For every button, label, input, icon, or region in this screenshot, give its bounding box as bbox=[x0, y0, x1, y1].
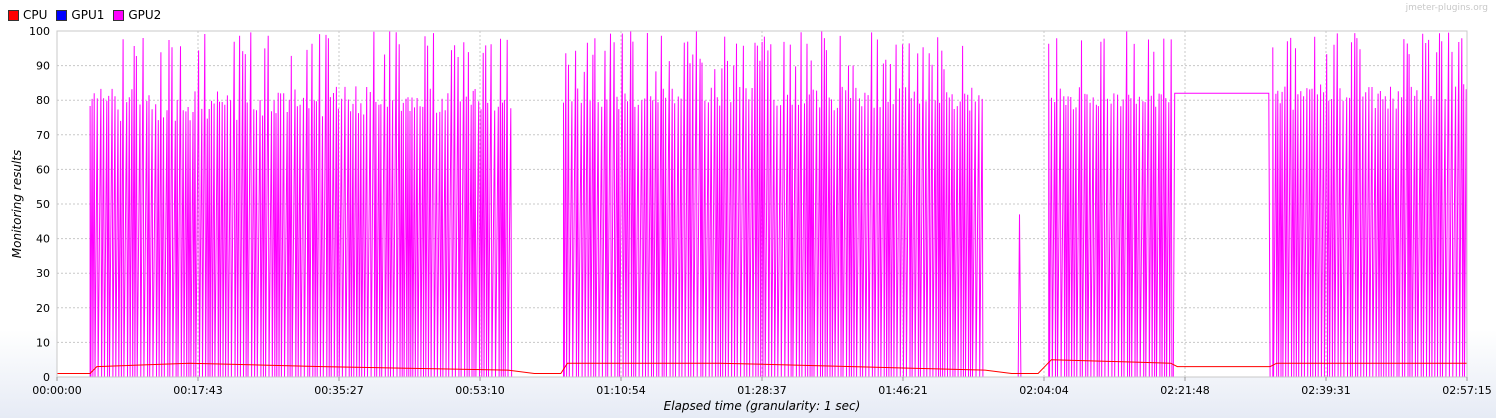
legend-item: CPU bbox=[8, 8, 47, 22]
y-tick-label: 10 bbox=[36, 336, 50, 349]
series-line bbox=[57, 359, 1467, 374]
legend: CPU GPU1 GPU2 bbox=[8, 7, 170, 23]
series-cpu bbox=[57, 359, 1467, 374]
x-tick-label: 02:39:31 bbox=[1301, 384, 1350, 397]
legend-item: GPU1 bbox=[56, 8, 104, 22]
x-tick-label: 02:04:04 bbox=[1019, 384, 1068, 397]
legend-label: GPU1 bbox=[71, 8, 105, 22]
x-tick-label: 01:28:37 bbox=[737, 384, 786, 397]
x-tick-label: 00:17:43 bbox=[173, 384, 222, 397]
legend-label: GPU2 bbox=[128, 8, 162, 22]
x-tick-label: 01:46:21 bbox=[878, 384, 927, 397]
x-tick-label: 00:35:27 bbox=[314, 384, 363, 397]
legend-swatch bbox=[56, 9, 68, 21]
y-tick-label: 100 bbox=[29, 25, 50, 38]
x-tick-label: 01:10:54 bbox=[596, 384, 645, 397]
x-tick-label: 02:57:15 bbox=[1442, 384, 1491, 397]
x-axis-label: Elapsed time (granularity: 1 sec) bbox=[664, 399, 861, 413]
y-axis-label: Monitoring results bbox=[10, 150, 24, 258]
y-tick-label: 80 bbox=[36, 94, 50, 107]
y-tick-label: 20 bbox=[36, 302, 50, 315]
y-tick-label: 30 bbox=[36, 267, 50, 280]
watermark: jmeter-plugins.org bbox=[1405, 3, 1488, 13]
y-tick-label: 0 bbox=[43, 371, 50, 384]
y-tick-label: 40 bbox=[36, 233, 50, 246]
x-tick-label: 00:53:10 bbox=[455, 384, 504, 397]
y-tick-label: 70 bbox=[36, 129, 50, 142]
legend-label: CPU bbox=[23, 8, 48, 22]
y-ticks: 0 10 20 30 40 50 60 70 80 90 100 bbox=[29, 25, 50, 384]
y-tick-label: 50 bbox=[36, 198, 50, 211]
legend-swatch bbox=[8, 9, 19, 21]
y-tick-label: 60 bbox=[36, 163, 50, 176]
x-tick-label: 00:00:00 bbox=[32, 384, 81, 397]
x-ticks: 00:00:00 00:17:43 00:35:27 00:53:10 01:10:54… bbox=[32, 377, 1492, 397]
y-tick-label: 90 bbox=[36, 60, 50, 73]
legend-item: GPU2 bbox=[113, 8, 161, 22]
x-tick-label: 02:21:48 bbox=[1160, 384, 1209, 397]
legend-swatch bbox=[113, 9, 125, 21]
